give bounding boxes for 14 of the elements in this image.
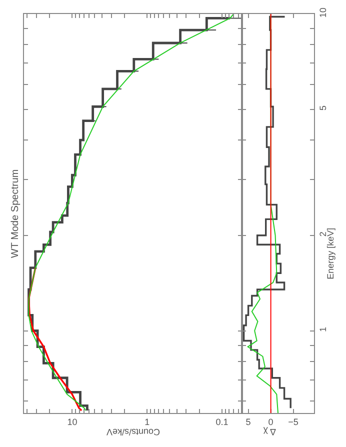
x-axis-title: Counts/s/keV: [106, 427, 160, 438]
y-axis-title: Energy [keV]: [326, 228, 336, 280]
x-tick-label: −5: [288, 416, 298, 427]
x-tick-label: 5: [246, 416, 251, 427]
x-tick-label: 1: [144, 416, 150, 427]
x-tick-label: 0.1: [216, 416, 228, 427]
y-tick-label: 1: [318, 326, 328, 332]
y-tick-label: 5: [318, 105, 328, 111]
x-axis-title: Δ χ: [262, 427, 276, 438]
x-tick-label: 10: [67, 416, 78, 427]
y-tick-label: 10: [318, 8, 328, 18]
y-tick-label: 2: [318, 232, 328, 237]
text: WT Mode Spectrum: [10, 169, 21, 258]
x-tick-label: 0: [268, 416, 274, 427]
